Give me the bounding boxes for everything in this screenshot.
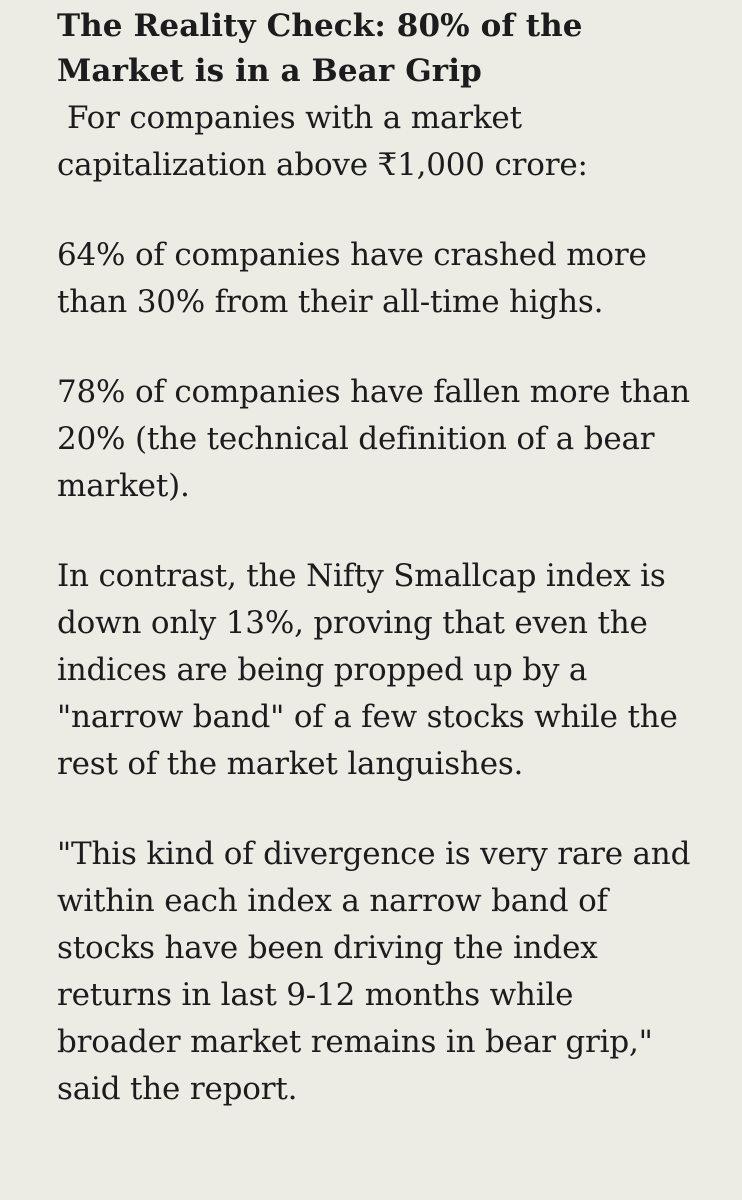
paragraph-crashed-stat: 64% of companies have crashed more than … — [57, 237, 647, 320]
paragraph-fallen-stat: 78% of companies have fallen more than 2… — [57, 374, 690, 504]
paragraph-report-quote: "This kind of divergence is very rare an… — [57, 836, 691, 1107]
article-heading: The Reality Check: 80% of the Market is … — [57, 8, 583, 89]
paragraph-smallcap-contrast: In contrast, the Nifty Smallcap index is… — [57, 558, 678, 782]
intro-paragraph: For companies with a market capitalizati… — [57, 100, 588, 183]
